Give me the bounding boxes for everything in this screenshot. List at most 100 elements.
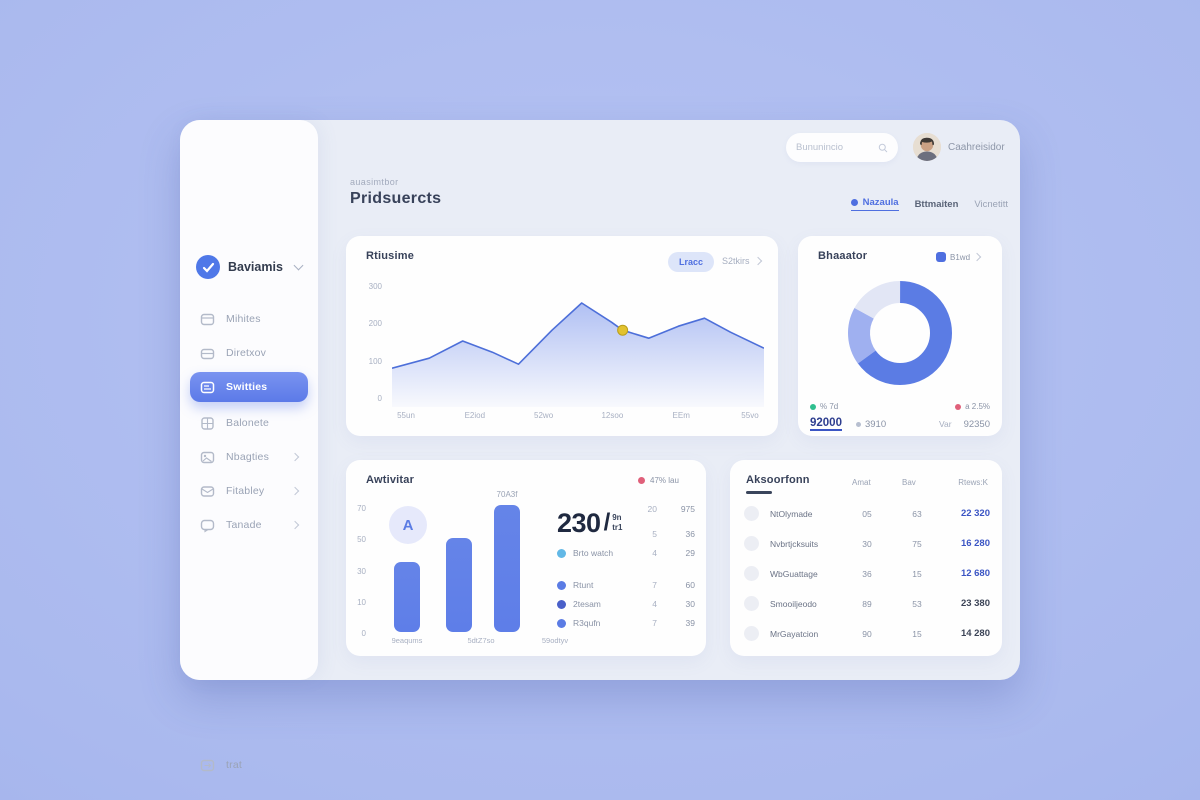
- row-value-2: 63: [912, 509, 922, 519]
- bar[interactable]: [494, 505, 520, 632]
- chevron-right-icon: [290, 520, 300, 530]
- sidebar-item-5[interactable]: Fitabley: [190, 476, 308, 506]
- mail-icon: [200, 485, 215, 497]
- x-tick: EEm: [672, 411, 690, 420]
- donut-stat-main[interactable]: 92000: [810, 417, 842, 431]
- table-row-2[interactable]: WbGuattage 36 15 12 680: [740, 562, 992, 586]
- pair-b: 975: [680, 504, 695, 514]
- range-pill-button[interactable]: Lracc: [668, 252, 714, 272]
- donut-chart-card: Bhaaator B1wd % 7d a 2.5% 92000 3910 Var…: [798, 236, 1002, 436]
- row-name: WbGuattage: [770, 569, 818, 579]
- bar[interactable]: [446, 538, 472, 632]
- donut-dropdown[interactable]: B1wd: [936, 252, 982, 262]
- pair-row-5: 7 39: [623, 618, 695, 628]
- column-header-0[interactable]: Amat: [852, 478, 871, 487]
- search-bar[interactable]: [786, 133, 898, 162]
- row-value-1: 05: [862, 509, 872, 519]
- tab-2[interactable]: Vicnetitt: [974, 199, 1008, 210]
- table-card-title[interactable]: Aksoorfonn: [746, 474, 810, 486]
- tab-label: Vicnetitt: [974, 198, 1008, 210]
- activity-avatar-badge: A: [389, 506, 427, 544]
- chevron-right-icon: [290, 452, 300, 462]
- row-avatar: [744, 566, 759, 581]
- table-row-1[interactable]: Nvbrtjcksuits 30 75 16 280: [740, 532, 992, 556]
- x-tick: E2iod: [464, 411, 486, 420]
- pair-a: 7: [652, 618, 657, 628]
- legend-item-3[interactable]: R3qufn: [557, 618, 600, 628]
- legend-item-0[interactable]: Brto watch: [557, 548, 613, 558]
- range-dropdown[interactable]: S2tkirs: [722, 256, 762, 266]
- user-name[interactable]: Caahreisidor: [948, 142, 1005, 153]
- row-result: 16 280: [960, 538, 990, 549]
- legend-label: Rtunt: [573, 580, 594, 590]
- legend-dot-icon: [557, 599, 566, 609]
- x-tick: 5dtZ7so: [467, 636, 495, 645]
- table-row-3[interactable]: Smooiljeodo 89 53 23 380: [740, 592, 992, 616]
- table-title-underline: [746, 491, 772, 494]
- pair-b: 29: [685, 548, 695, 558]
- pair-a: 4: [652, 548, 657, 558]
- line-card-title: Rtiusime: [366, 250, 415, 262]
- row-name: MrGayatcion: [770, 629, 819, 639]
- image-icon: [200, 451, 215, 463]
- pair-a: 7: [652, 580, 657, 590]
- column-header-1[interactable]: Bav: [902, 478, 916, 487]
- activity-big-stat: 230 / 9n tr1: [557, 508, 622, 539]
- big-stat-fraction: 9n tr1: [612, 513, 622, 532]
- y-tick: 30: [357, 566, 366, 576]
- line-x-axis: 55un E2iod 52wo 12soo EEm 55vo: [386, 411, 770, 420]
- big-stat-fraction-top: 9n: [612, 513, 622, 522]
- search-input[interactable]: [796, 142, 872, 153]
- legend-item-2[interactable]: 2tesam: [557, 599, 601, 609]
- donut-stats-row: 92000 3910 Var 92350: [810, 416, 990, 432]
- tab-0[interactable]: Nazaula: [850, 197, 899, 211]
- column-header-2[interactable]: Rtews:K: [958, 478, 988, 487]
- chevron-right-icon: [290, 486, 300, 496]
- table-row-4[interactable]: MrGayatcion 90 15 14 280: [740, 622, 992, 646]
- pair-b: 30: [685, 599, 695, 609]
- legend-label: Brto watch: [573, 548, 614, 558]
- sidebar-footer-label: trat: [226, 759, 242, 771]
- row-value-2: 75: [912, 539, 922, 549]
- grid-icon: [201, 416, 214, 430]
- donut-legend-right: a 2.5%: [955, 402, 990, 411]
- page-title: Pridsuercts: [350, 190, 442, 207]
- green-dot-icon: [810, 403, 816, 410]
- sidebar-item-1[interactable]: Diretxov: [190, 338, 308, 368]
- row-avatar: [744, 596, 759, 611]
- donut-stat-label: Var: [938, 419, 952, 429]
- legend-label: 2tesam: [573, 599, 601, 609]
- donut-chart[interactable]: [845, 278, 955, 388]
- legend-item-1[interactable]: Rtunt: [557, 580, 593, 590]
- donut-segment[interactable]: [845, 278, 955, 388]
- pair-a: 4: [652, 599, 657, 609]
- bar[interactable]: [394, 562, 420, 632]
- sidebar-footer-item[interactable]: trat: [190, 750, 308, 780]
- activity-avatar-letter: A: [402, 516, 414, 534]
- avatar[interactable]: [913, 133, 941, 161]
- table-row-0[interactable]: NtOlymade 05 63 22 320: [740, 502, 992, 526]
- activity-card: Awtivitar 47% lau 70 50 30 10 0 70A3f A …: [346, 460, 706, 656]
- sidebar-item-0[interactable]: Mihites: [190, 304, 308, 334]
- chevron-down-icon[interactable]: [293, 260, 304, 271]
- legend-dot-icon: [557, 580, 566, 590]
- data-point-marker[interactable]: [617, 324, 629, 336]
- sidebar-item-label: Nbagties: [226, 451, 270, 463]
- sidebar-item-2-active[interactable]: Switties: [190, 372, 308, 402]
- logo-icon: [196, 255, 220, 279]
- search-icon[interactable]: [878, 141, 888, 155]
- sidebar-item-4[interactable]: Nbagties: [190, 442, 308, 472]
- logo-row[interactable]: Baviamis: [196, 252, 304, 282]
- tab-1[interactable]: Bttmaiten: [915, 199, 959, 210]
- area-fill: [392, 303, 764, 407]
- big-stat-value: 230: [557, 508, 601, 538]
- pair-row-1: 5 36: [623, 529, 695, 539]
- chevron-right-icon: [753, 256, 762, 266]
- y-tick: 300: [368, 282, 382, 291]
- breadcrumb: auasimtbor: [350, 177, 399, 187]
- area-chart-plot[interactable]: [391, 287, 765, 407]
- row-avatar: [744, 626, 759, 641]
- sidebar-item-3[interactable]: Balonete: [190, 408, 308, 438]
- bar-y-axis: 70 50 30 10 0: [350, 504, 366, 638]
- sidebar-item-6[interactable]: Tanade: [190, 510, 308, 540]
